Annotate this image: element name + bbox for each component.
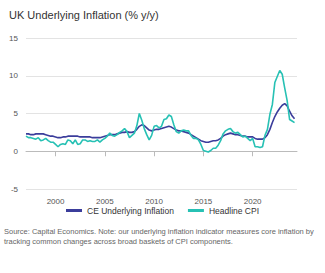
svg-text:tracking common changes across: tracking common changes across broad bas…: [4, 237, 233, 246]
svg-text:UK Underlying Inflation (% y/y: UK Underlying Inflation (% y/y): [9, 9, 159, 21]
svg-text:Source: Capital Economics. Not: Source: Capital Economics. Note: our und…: [4, 227, 316, 236]
svg-text:5: 5: [14, 109, 19, 118]
svg-text:2000: 2000: [47, 197, 65, 206]
svg-text:2010: 2010: [145, 197, 163, 206]
svg-text:10: 10: [9, 71, 18, 80]
svg-text:CE Underlying Inflation: CE Underlying Inflation: [87, 206, 174, 216]
svg-text:2005: 2005: [96, 197, 114, 206]
svg-text:Headline CPI: Headline CPI: [209, 206, 259, 216]
svg-text:2020: 2020: [244, 197, 262, 206]
svg-text:-5: -5: [11, 185, 19, 194]
svg-text:15: 15: [9, 34, 18, 43]
svg-text:0: 0: [14, 147, 19, 156]
svg-text:2015: 2015: [194, 197, 212, 206]
